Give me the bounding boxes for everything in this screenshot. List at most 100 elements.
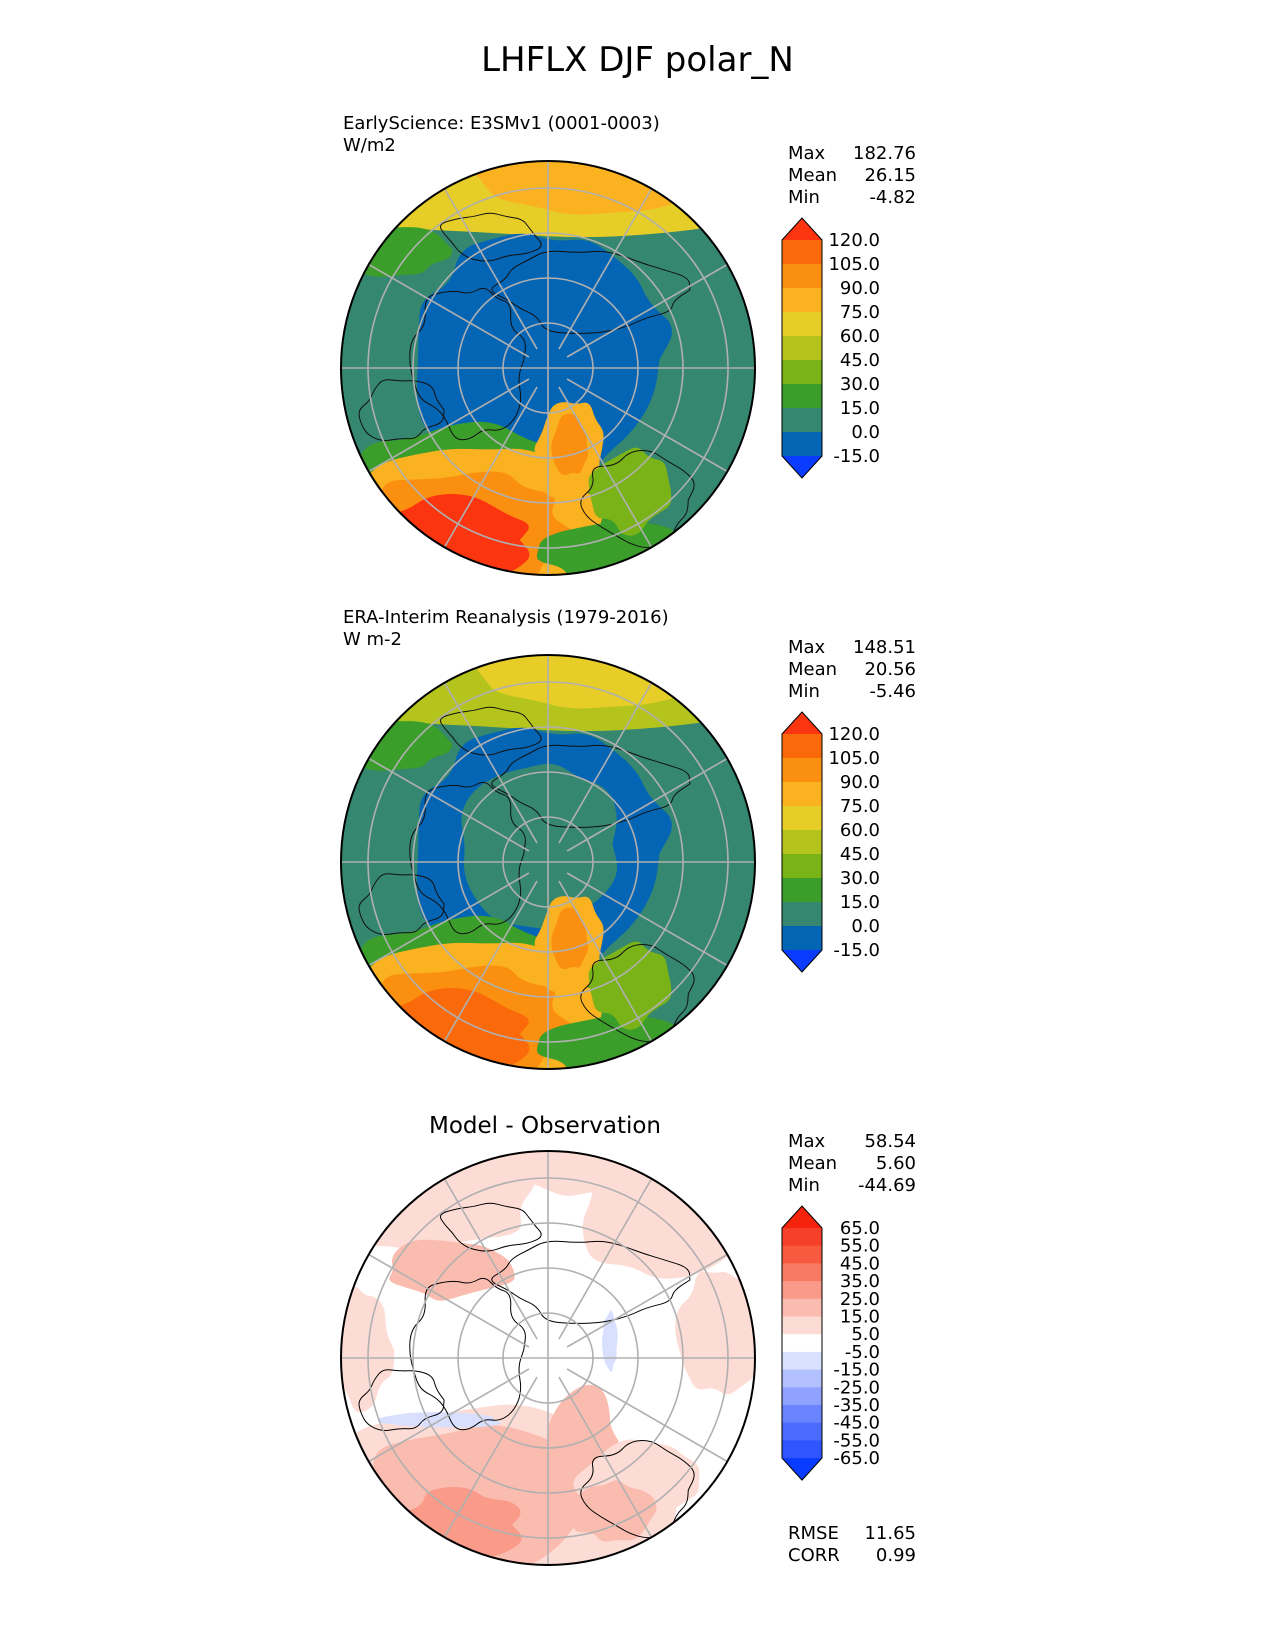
polar-map-difference [340,1150,756,1566]
colorbar-segment [782,830,822,855]
stat-min-label: Min [788,1175,820,1196]
panel-test-name: EarlyScience: E3SMv1 (0001-0003) [343,113,660,134]
colorbar-segment [782,432,822,457]
meridian [443,1178,538,1340]
colorbar-tick-label: -15.0 [833,940,880,961]
colorbar-tick-label: 0.0 [851,422,880,443]
colorbar-tick-label: -65.0 [833,1448,880,1469]
stat-min-value: -4.82 [869,187,916,208]
colorbar-tick-label: 0.0 [851,916,880,937]
coastline [439,706,542,756]
stat-max-label: Max [788,637,826,658]
colorbar-tick-label: 35.0 [840,1271,880,1292]
colorbar-tick-label: 45.0 [840,1253,880,1274]
colorbar-tick-label: 25.0 [840,1289,880,1310]
colorbar-extend-max [782,218,822,240]
colorbar-segment [782,806,822,831]
field-contour [675,1271,755,1395]
colorbar-tick-label: -5.0 [845,1342,880,1363]
stat-max-label: Max [788,143,826,164]
meridian [368,1368,530,1463]
map-field [341,161,755,575]
colorbar-extend-max [782,712,822,734]
stat-mean-value: 5.60 [875,1153,916,1174]
colorbar-tick-label: 45.0 [840,350,880,371]
map-boundary [340,654,756,1070]
colorbar-tick-label: 90.0 [840,772,880,793]
colorbar-tick-label: 30.0 [840,868,880,889]
field-contour [551,907,589,970]
field-contour [341,1151,539,1250]
colorbar-segment [782,734,822,759]
colorbar-difference: -65.0-55.0-45.0-35.0-25.0-15.0-5.05.015.… [781,1205,880,1481]
stat-max-label: Max [788,1131,826,1152]
stat-mean-label: Mean [788,659,838,680]
meridian [558,682,653,844]
colorbar-tick-label: 30.0 [840,374,880,395]
colorbar-tick-label: 75.0 [840,796,880,817]
colorbar-tick-label: 15.0 [840,1307,880,1328]
polar-map-test [340,160,756,576]
meridian [368,757,530,852]
colorbar-extend-min [782,1458,822,1481]
metric-rmse-value: 11.65 [864,1523,916,1544]
meridian [443,386,538,548]
colorbar-tick-label: 105.0 [828,254,880,275]
colorbar-tick-label: -55.0 [833,1430,880,1451]
polar-map-reference [340,654,756,1070]
stats-difference: Max 58.54 Mean 5.60 Min -44.69 [788,1131,916,1197]
meridian [566,1368,728,1463]
panel-reference-name: ERA-Interim Reanalysis (1979-2016) [343,607,669,628]
colorbar-segment [782,854,822,879]
colorbar-segment [782,1228,822,1247]
colorbar-tick-label: 45.0 [840,844,880,865]
map-boundary [340,160,756,576]
meridian [368,263,530,358]
meridian [558,1376,653,1538]
colorbar-tick-label: 65.0 [840,1218,880,1239]
colorbar-segment [782,1263,822,1282]
meridian [558,188,653,350]
colorbar-segment [782,1245,822,1264]
coastline [409,781,526,935]
colorbar-segment [782,926,822,951]
meridian [558,386,653,548]
panel-reference-units: W m-2 [343,629,403,650]
colorbar-segment [782,878,822,903]
colorbar-segment [782,1298,822,1317]
colorbar-outline [781,711,823,973]
stat-mean-value: 20.56 [864,659,916,680]
colorbar-tick-label: 60.0 [840,326,880,347]
colorbar-tick-label: 105.0 [828,748,880,769]
meridian [443,682,538,844]
stats-reference: Max 148.51 Mean 20.56 Min -5.46 [788,637,916,703]
colorbar-tick-label: 15.0 [840,892,880,913]
stats-test: Max 182.76 Mean 26.15 Min -4.82 [788,143,916,209]
colorbar-tick-label: -15.0 [833,1360,880,1381]
field-contour [551,413,589,476]
colorbar-segment [782,1334,822,1353]
colorbar-tick-label: 5.0 [851,1324,880,1345]
meridian [566,378,728,473]
field-contour [588,941,672,1030]
colorbar-reference: -15.0 0.0 15.0 30.0 45.0 60.0 75.0 90.0 105.0 120… [781,711,880,973]
colorbar-segment [782,782,822,807]
colorbar-segment [782,1440,822,1459]
coastline [409,1277,526,1431]
colorbar-segment [782,240,822,265]
metric-corr-value: 0.99 [875,1545,916,1566]
stat-mean-label: Mean [788,165,838,186]
colorbar-extend-max [782,1206,822,1228]
panel-difference-title: Model - Observation [428,1113,662,1139]
colorbar-tick-label: 55.0 [840,1236,880,1257]
field-contour [474,161,712,215]
colorbar-segment [782,1387,822,1406]
colorbar-extend-min [782,950,822,972]
meridian [443,1376,538,1538]
stat-max-value: 182.76 [853,143,916,164]
meridian [566,872,728,967]
meridian [566,757,728,852]
field-contour [389,1239,515,1301]
colorbar-outline [781,1205,823,1481]
panel-test-units: W/m2 [343,135,396,156]
